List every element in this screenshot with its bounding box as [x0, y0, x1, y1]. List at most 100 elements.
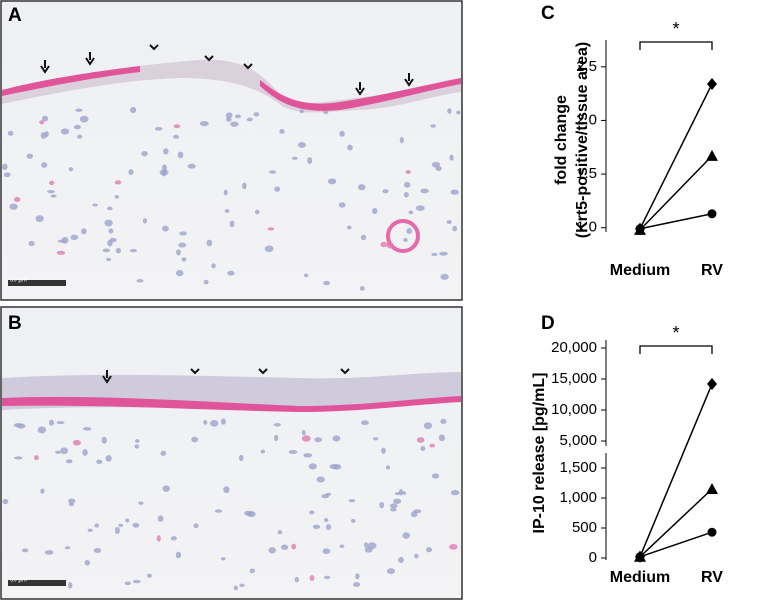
y-tick-label: 1,500: [559, 459, 597, 476]
nucleus: [203, 420, 208, 425]
nucleus: [130, 107, 137, 113]
image-frame: [0, 306, 463, 600]
nucleus: [44, 550, 54, 555]
nucleus: [403, 192, 409, 198]
nucleus: [347, 144, 353, 151]
nucleus: [179, 231, 187, 236]
nucleus: [128, 169, 134, 176]
nucleus: [273, 422, 281, 427]
nucleus: [49, 419, 54, 426]
nucleus: [239, 583, 245, 588]
nucleus: [386, 568, 395, 575]
nucleus: [301, 429, 306, 436]
nucleus: [7, 130, 14, 136]
data-line: [639, 83, 713, 230]
nucleus: [277, 530, 283, 535]
nucleus: [274, 434, 279, 442]
nucleus: [135, 439, 140, 443]
nucleus: [114, 527, 120, 534]
nucleus: [81, 228, 87, 235]
nucleus: [309, 510, 315, 515]
nucleus: [254, 209, 260, 215]
nucleus: [160, 450, 167, 456]
nucleus: [381, 447, 386, 454]
nucleus: [49, 180, 55, 186]
nucleus: [37, 426, 47, 434]
nucleus: [380, 241, 388, 248]
nucleus: [398, 556, 404, 564]
nucleus: [214, 509, 223, 513]
nucleus: [303, 273, 309, 278]
nucleus: [246, 117, 254, 122]
nucleus: [439, 251, 448, 256]
scale-bar-text: 50 µm: [10, 578, 27, 584]
nucleus: [227, 270, 235, 276]
nucleus: [141, 151, 148, 157]
data-point: [635, 224, 645, 234]
data-line: [639, 155, 713, 231]
nucleus: [420, 445, 426, 452]
nucleus: [360, 234, 367, 241]
nucleus: [173, 134, 179, 139]
nucleus: [132, 522, 140, 528]
nucleus: [316, 476, 325, 483]
nucleus: [389, 503, 398, 509]
nucleus: [142, 218, 148, 224]
nucleus: [199, 120, 209, 127]
nucleus: [452, 225, 458, 232]
nucleus: [162, 485, 170, 492]
nucleus: [268, 547, 277, 554]
nucleus: [322, 548, 331, 555]
nucleus: [60, 447, 69, 455]
nucleus: [425, 547, 432, 553]
nucleus: [323, 575, 331, 580]
nucleus: [309, 574, 315, 582]
panel-label: D: [541, 313, 555, 334]
nucleus: [84, 559, 91, 566]
nucleus: [92, 203, 98, 207]
nucleus: [129, 248, 138, 253]
y-axis-label: (Krt5-positive/tissue area): [574, 42, 591, 239]
nucleus: [303, 453, 313, 458]
scale-bar: [8, 580, 66, 586]
nucleus: [438, 434, 446, 442]
y-tick-label: 2.0: [576, 111, 597, 128]
nucleus: [65, 459, 73, 464]
nucleus: [55, 450, 61, 454]
nucleus: [223, 189, 228, 196]
micrograph-a: 50 µm A: [0, 0, 463, 301]
nucleus: [415, 205, 425, 211]
nucleus: [413, 509, 422, 514]
nucleus: [47, 189, 55, 194]
nucleus: [73, 124, 81, 130]
nucleus: [226, 116, 232, 122]
nucleus: [297, 142, 306, 148]
nucleus: [105, 455, 112, 462]
nucleus: [449, 154, 454, 161]
nucleus: [346, 225, 352, 230]
nucleus: [70, 234, 79, 241]
y-tick-label: 1,000: [559, 489, 597, 506]
nucleus: [211, 263, 216, 269]
nucleus: [220, 418, 226, 425]
nucleus: [107, 206, 113, 211]
x-tick-label: Medium: [610, 569, 670, 586]
nucleus: [449, 543, 458, 550]
nucleus: [108, 228, 114, 234]
nucleus: [264, 245, 274, 253]
significance-bracket: [639, 345, 713, 354]
nucleus: [403, 181, 411, 188]
nucleus: [118, 523, 124, 527]
nucleus: [348, 499, 356, 503]
data-point: [706, 483, 718, 494]
data-line: [639, 531, 713, 558]
nucleus: [44, 131, 49, 138]
nucleus: [357, 184, 366, 191]
nucleus: [21, 548, 29, 553]
panel-label: B: [8, 313, 22, 334]
nucleus: [124, 581, 131, 586]
nucleus: [408, 210, 414, 215]
nucleus: [114, 180, 122, 185]
nucleus: [157, 515, 164, 522]
